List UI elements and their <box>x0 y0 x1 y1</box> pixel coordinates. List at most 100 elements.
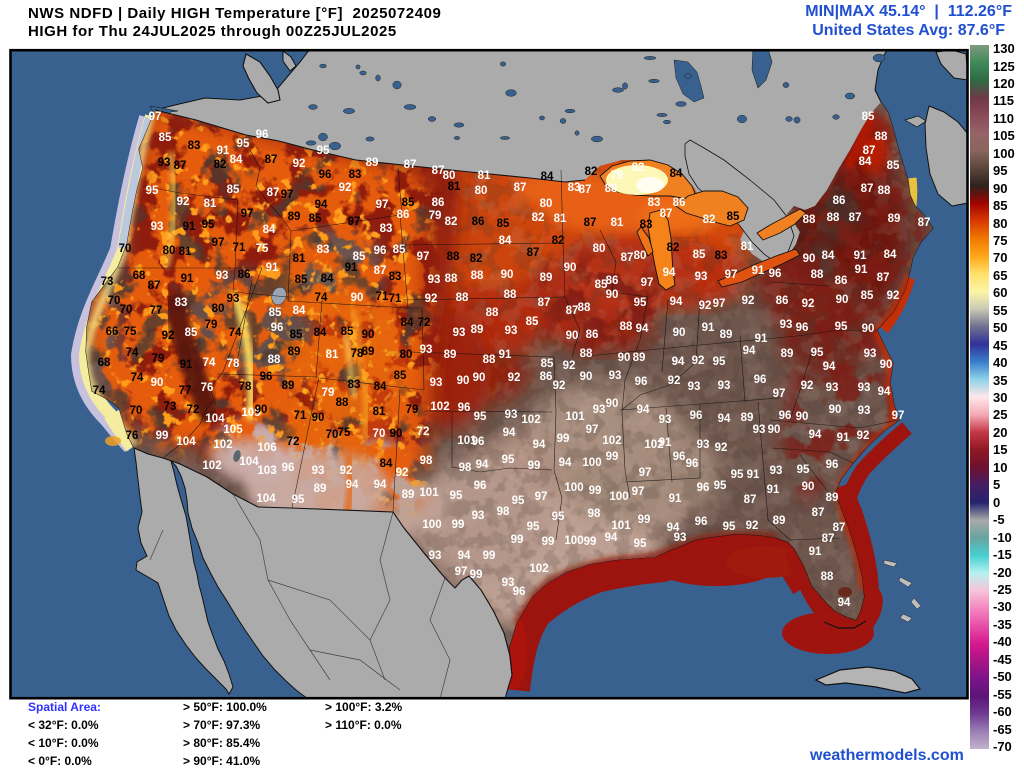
svg-text:95: 95 <box>731 469 744 481</box>
svg-text:94: 94 <box>672 356 685 368</box>
svg-text:80: 80 <box>540 198 553 210</box>
svg-text:96: 96 <box>458 402 471 414</box>
svg-text:91: 91 <box>702 322 715 334</box>
svg-text:91: 91 <box>854 250 867 262</box>
svg-text:84: 84 <box>321 273 334 285</box>
svg-text:94: 94 <box>878 386 891 398</box>
svg-text:85: 85 <box>309 213 322 225</box>
svg-text:91: 91 <box>837 432 850 444</box>
svg-text:77: 77 <box>150 305 163 317</box>
svg-text:90: 90 <box>255 404 268 416</box>
svg-text:96: 96 <box>374 245 387 257</box>
svg-text:70: 70 <box>120 304 133 316</box>
svg-text:93: 93 <box>753 424 766 436</box>
svg-text:91: 91 <box>755 333 768 345</box>
svg-text:71: 71 <box>376 291 389 303</box>
svg-text:99: 99 <box>557 433 570 445</box>
svg-text:96: 96 <box>769 268 782 280</box>
svg-text:74: 74 <box>315 292 328 304</box>
svg-text:90: 90 <box>803 253 816 265</box>
svg-text:90: 90 <box>802 481 815 493</box>
svg-text:94: 94 <box>718 413 731 425</box>
svg-text:93: 93 <box>158 157 171 169</box>
svg-text:74: 74 <box>126 347 139 359</box>
svg-text:87: 87 <box>584 217 597 229</box>
svg-text:82: 82 <box>445 216 458 228</box>
svg-text:82: 82 <box>214 159 227 171</box>
svg-text:93: 93 <box>659 414 672 426</box>
svg-text:99: 99 <box>483 550 496 562</box>
svg-text:93: 93 <box>593 404 606 416</box>
svg-text:72: 72 <box>287 436 300 448</box>
svg-text:86: 86 <box>586 329 599 341</box>
svg-text:92: 92 <box>801 380 814 392</box>
svg-text:70: 70 <box>108 295 121 307</box>
svg-text:91: 91 <box>217 145 230 157</box>
svg-text:102: 102 <box>521 414 540 426</box>
svg-text:88: 88 <box>605 183 618 195</box>
svg-text:85: 85 <box>402 197 415 209</box>
svg-text:95: 95 <box>527 521 540 533</box>
svg-text:88: 88 <box>504 289 517 301</box>
svg-text:93: 93 <box>780 319 793 331</box>
svg-text:84: 84 <box>263 224 276 236</box>
svg-text:85: 85 <box>887 160 900 172</box>
svg-text:91: 91 <box>266 262 279 274</box>
svg-text:74: 74 <box>93 385 106 397</box>
svg-text:88: 88 <box>445 273 458 285</box>
svg-text:92: 92 <box>425 293 438 305</box>
svg-text:90: 90 <box>312 412 325 424</box>
svg-text:75: 75 <box>124 326 137 338</box>
svg-text:89: 89 <box>633 352 646 364</box>
svg-text:70: 70 <box>130 405 143 417</box>
svg-text:90: 90 <box>673 327 686 339</box>
svg-text:90: 90 <box>580 371 593 383</box>
svg-text:88: 88 <box>811 269 824 281</box>
svg-text:84: 84 <box>230 154 243 166</box>
svg-text:87: 87 <box>579 184 592 196</box>
svg-text:85: 85 <box>862 111 875 123</box>
svg-text:81: 81 <box>741 241 754 253</box>
svg-text:85: 85 <box>341 326 354 338</box>
svg-text:84: 84 <box>541 171 554 183</box>
svg-text:87: 87 <box>538 297 551 309</box>
svg-text:87: 87 <box>514 182 527 194</box>
svg-text:105: 105 <box>223 424 243 436</box>
svg-text:95: 95 <box>202 219 215 231</box>
svg-text:90: 90 <box>829 404 842 416</box>
svg-text:97: 97 <box>586 424 599 436</box>
svg-text:91: 91 <box>767 484 780 496</box>
svg-text:81: 81 <box>204 198 217 210</box>
svg-text:84: 84 <box>401 317 414 329</box>
svg-text:89: 89 <box>314 483 327 495</box>
svg-text:87: 87 <box>174 160 187 172</box>
svg-text:87: 87 <box>812 507 825 519</box>
svg-text:99: 99 <box>470 569 483 581</box>
svg-text:83: 83 <box>640 219 653 231</box>
svg-text:89: 89 <box>471 324 484 336</box>
svg-text:96: 96 <box>282 462 295 474</box>
svg-text:94: 94 <box>670 296 683 308</box>
svg-text:80: 80 <box>212 303 225 315</box>
svg-text:88: 88 <box>620 321 633 333</box>
svg-text:95: 95 <box>552 511 565 523</box>
svg-text:92: 92 <box>162 330 175 342</box>
svg-text:91: 91 <box>855 264 868 276</box>
svg-text:102: 102 <box>430 401 449 413</box>
svg-text:101: 101 <box>611 520 631 532</box>
svg-text:93: 93 <box>502 577 515 589</box>
svg-text:95: 95 <box>634 297 647 309</box>
svg-text:84: 84 <box>670 168 683 180</box>
svg-text:96: 96 <box>513 586 526 598</box>
svg-text:85: 85 <box>541 358 554 370</box>
svg-text:90: 90 <box>457 375 470 387</box>
svg-text:94: 94 <box>346 479 359 491</box>
svg-text:93: 93 <box>227 293 240 305</box>
svg-text:102: 102 <box>213 439 232 451</box>
svg-text:95: 95 <box>714 480 727 492</box>
svg-text:94: 94 <box>533 439 546 451</box>
svg-text:88: 88 <box>580 348 593 360</box>
svg-text:103: 103 <box>257 465 276 477</box>
svg-text:80: 80 <box>443 170 456 182</box>
svg-text:93: 93 <box>697 439 710 451</box>
